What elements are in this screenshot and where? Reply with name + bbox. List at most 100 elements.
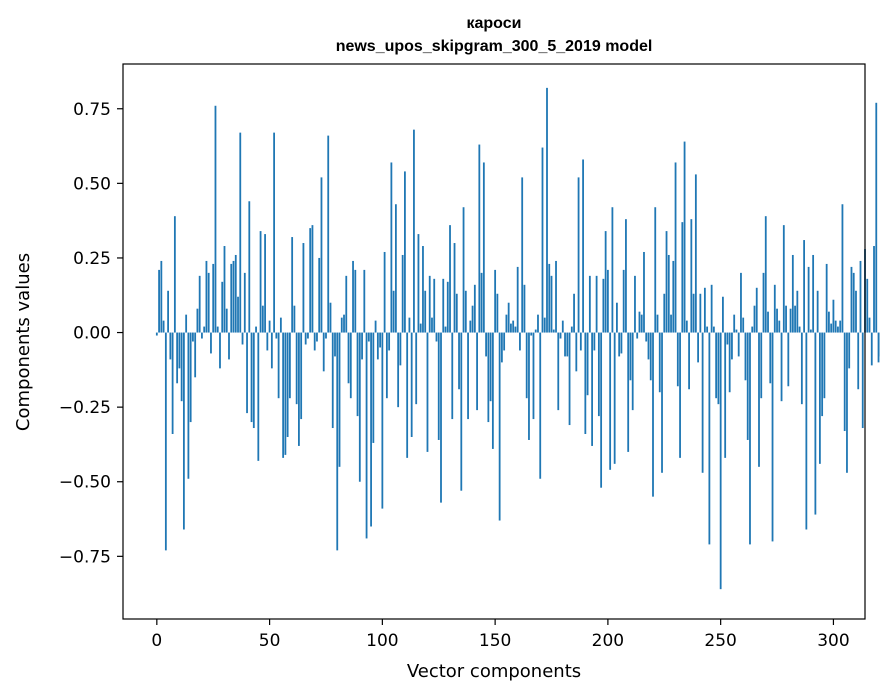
bar bbox=[216, 326, 219, 333]
bar bbox=[385, 332, 388, 399]
bar bbox=[814, 332, 817, 515]
bar bbox=[816, 290, 819, 333]
bar bbox=[171, 332, 174, 434]
bar bbox=[446, 281, 449, 333]
bar bbox=[234, 254, 237, 333]
bar bbox=[751, 326, 754, 333]
bar bbox=[579, 332, 582, 351]
bar bbox=[875, 102, 878, 333]
bar bbox=[746, 332, 749, 440]
bar bbox=[807, 266, 810, 333]
bar bbox=[311, 225, 314, 333]
bar bbox=[825, 263, 828, 333]
bar bbox=[855, 290, 857, 333]
bar bbox=[539, 332, 542, 479]
bar bbox=[444, 326, 447, 333]
bar bbox=[606, 269, 609, 333]
bar bbox=[523, 284, 526, 333]
bar bbox=[221, 281, 224, 333]
bar bbox=[496, 293, 499, 333]
bar bbox=[877, 332, 880, 363]
y-tick-label: −0.50 bbox=[59, 473, 111, 493]
bar bbox=[604, 231, 607, 333]
bar bbox=[257, 332, 260, 461]
bar bbox=[286, 332, 289, 437]
bar bbox=[830, 323, 833, 333]
bar bbox=[288, 332, 291, 399]
bar bbox=[548, 263, 551, 333]
bar bbox=[850, 266, 853, 333]
bar bbox=[230, 263, 233, 333]
bar bbox=[584, 332, 587, 434]
bar bbox=[658, 332, 661, 393]
bar bbox=[857, 332, 860, 390]
bar bbox=[160, 260, 163, 333]
bar bbox=[307, 332, 309, 339]
bar bbox=[782, 225, 785, 333]
bar bbox=[706, 326, 709, 333]
bar bbox=[645, 332, 648, 342]
bar bbox=[363, 269, 366, 333]
bar bbox=[512, 320, 515, 333]
bar bbox=[773, 284, 776, 333]
bar bbox=[298, 332, 300, 446]
bar bbox=[555, 260, 557, 333]
bar bbox=[162, 320, 165, 333]
bar bbox=[435, 332, 438, 342]
bar bbox=[259, 231, 262, 333]
bar bbox=[365, 332, 368, 539]
bar bbox=[340, 317, 343, 333]
bar bbox=[843, 332, 846, 432]
bar bbox=[376, 332, 379, 360]
bar bbox=[304, 332, 307, 345]
bar bbox=[167, 290, 169, 333]
bar bbox=[413, 129, 415, 333]
bar bbox=[320, 177, 323, 333]
bar bbox=[264, 234, 266, 333]
bar bbox=[203, 326, 206, 333]
bar bbox=[358, 332, 361, 482]
bar bbox=[433, 278, 436, 333]
bar bbox=[550, 275, 553, 333]
bar bbox=[616, 302, 618, 333]
bar bbox=[625, 219, 627, 333]
bar bbox=[834, 320, 837, 333]
y-axis-ticks: 0.75 0.50 0.25 0.00 −0.25 −0.50 −0.75 bbox=[59, 100, 123, 567]
bar bbox=[295, 332, 298, 405]
bar bbox=[525, 332, 528, 399]
x-axis-label: Vector components bbox=[407, 661, 581, 682]
x-tick-label: 100 bbox=[366, 631, 398, 651]
bar bbox=[327, 135, 330, 333]
bar bbox=[800, 332, 803, 405]
bar bbox=[279, 317, 282, 333]
bar bbox=[674, 162, 677, 333]
bar bbox=[575, 332, 578, 372]
bar bbox=[638, 311, 641, 333]
bar bbox=[537, 314, 539, 333]
bar bbox=[392, 290, 395, 333]
x-tick-label: 250 bbox=[704, 631, 736, 651]
bar bbox=[627, 332, 630, 452]
bar bbox=[255, 326, 257, 333]
bar bbox=[252, 332, 255, 429]
bar bbox=[519, 332, 521, 351]
bar bbox=[318, 257, 321, 333]
bar bbox=[534, 329, 537, 333]
bar bbox=[543, 317, 546, 333]
bar bbox=[189, 332, 192, 423]
bar bbox=[406, 332, 409, 458]
bar bbox=[246, 332, 248, 414]
bar bbox=[500, 332, 503, 363]
bar bbox=[388, 332, 391, 351]
bar bbox=[778, 320, 781, 333]
bar bbox=[336, 332, 339, 551]
bar bbox=[473, 284, 476, 333]
bar bbox=[334, 332, 336, 357]
bar bbox=[731, 332, 733, 360]
bar bbox=[467, 332, 469, 420]
bar bbox=[631, 332, 634, 411]
bar bbox=[354, 269, 357, 333]
bar bbox=[243, 272, 246, 333]
bar bbox=[225, 308, 228, 333]
bar bbox=[812, 254, 815, 333]
